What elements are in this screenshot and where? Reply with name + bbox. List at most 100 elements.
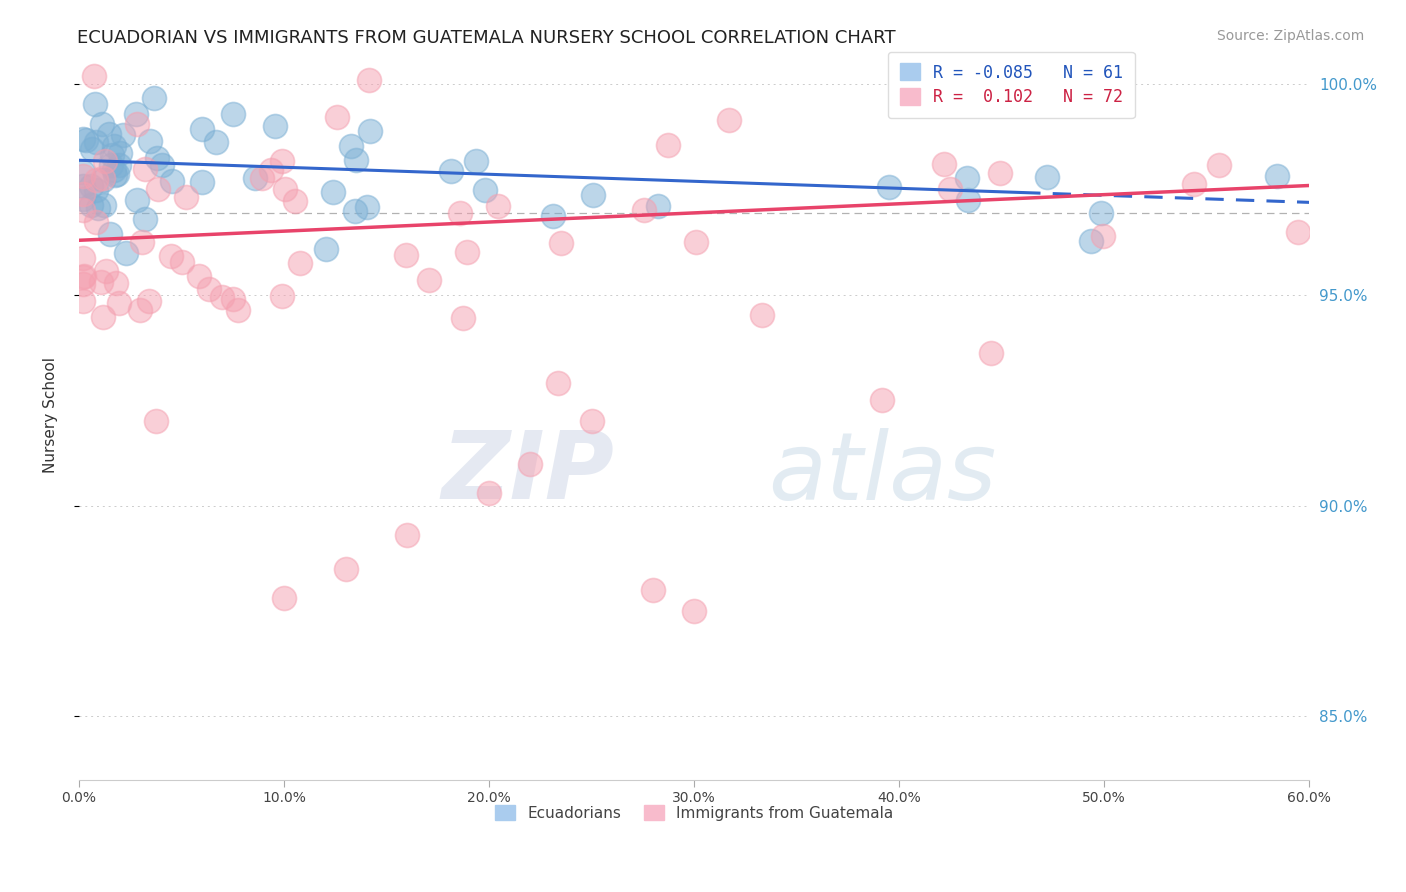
Point [72, 179, 94, 194]
Point [205, 135, 228, 149]
Point [751, 308, 773, 322]
Point [91, 172, 114, 186]
Point [359, 124, 381, 138]
Point [326, 110, 349, 124]
Point [221, 107, 243, 121]
Point [988, 165, 1011, 179]
Point [250, 171, 273, 186]
Point [94, 154, 117, 169]
Point [1091, 229, 1114, 244]
Point [191, 122, 214, 136]
Point [956, 193, 979, 207]
Point [315, 243, 337, 257]
Point [657, 138, 679, 153]
Text: ZIP: ZIP [441, 427, 614, 519]
Point [271, 289, 294, 303]
Point [134, 211, 156, 226]
Point [340, 139, 363, 153]
Point [75, 133, 97, 147]
Point [541, 209, 564, 223]
Point [129, 302, 152, 317]
Point [104, 168, 127, 182]
Point [138, 293, 160, 308]
Point [451, 310, 474, 325]
Point [456, 244, 478, 259]
Point [86, 215, 108, 229]
Point [519, 457, 541, 471]
Point [478, 486, 501, 500]
Point [1080, 234, 1102, 248]
Point [108, 146, 131, 161]
Point [100, 158, 122, 172]
Point [263, 119, 285, 133]
Point [72, 269, 94, 284]
Point [211, 290, 233, 304]
Point [633, 203, 655, 218]
Point [72, 165, 94, 179]
Point [93, 198, 115, 212]
Point [107, 158, 129, 172]
Point [322, 185, 344, 199]
Point [1090, 206, 1112, 220]
Point [97, 127, 120, 141]
Point [127, 194, 149, 208]
Text: Source: ZipAtlas.com: Source: ZipAtlas.com [1216, 29, 1364, 43]
Point [956, 170, 979, 185]
Point [146, 182, 169, 196]
Point [139, 135, 162, 149]
Point [872, 392, 894, 407]
Point [152, 157, 174, 171]
Point [145, 151, 167, 165]
Point [647, 199, 669, 213]
Point [486, 199, 509, 213]
Point [131, 235, 153, 250]
Point [80, 198, 103, 212]
Point [84, 172, 107, 186]
Text: atlas: atlas [768, 428, 997, 519]
Point [932, 157, 955, 171]
Point [105, 167, 128, 181]
Point [124, 107, 146, 121]
Point [335, 562, 357, 576]
Point [143, 91, 166, 105]
Text: ECUADORIAN VS IMMIGRANTS FROM GUATEMALA NURSERY SCHOOL CORRELATION CHART: ECUADORIAN VS IMMIGRANTS FROM GUATEMALA … [77, 29, 896, 46]
Point [83, 69, 105, 83]
Point [84, 97, 107, 112]
Point [641, 582, 664, 597]
Point [91, 116, 114, 130]
Point [344, 153, 367, 168]
Point [980, 346, 1002, 360]
Point [90, 276, 112, 290]
Point [187, 268, 209, 283]
Point [550, 236, 572, 251]
Y-axis label: Nursery School: Nursery School [44, 357, 58, 473]
Point [273, 591, 295, 606]
Point [108, 296, 131, 310]
Point [170, 255, 193, 269]
Point [91, 171, 114, 186]
Point [226, 303, 249, 318]
Point [103, 163, 125, 178]
Point [547, 376, 569, 390]
Point [111, 128, 134, 142]
Point [125, 117, 148, 131]
Point [105, 277, 128, 291]
Point [1036, 170, 1059, 185]
Point [72, 169, 94, 183]
Point [103, 139, 125, 153]
Point [245, 171, 267, 186]
Point [449, 205, 471, 219]
Point [160, 173, 183, 187]
Point [1286, 225, 1309, 239]
Point [359, 73, 381, 87]
Point [98, 227, 121, 242]
Point [87, 201, 110, 215]
Point [82, 142, 104, 156]
Point [474, 183, 496, 197]
Point [685, 235, 707, 249]
Point [86, 183, 108, 197]
Point [91, 310, 114, 325]
Point [1182, 177, 1205, 191]
Point [73, 269, 96, 284]
Point [72, 293, 94, 308]
